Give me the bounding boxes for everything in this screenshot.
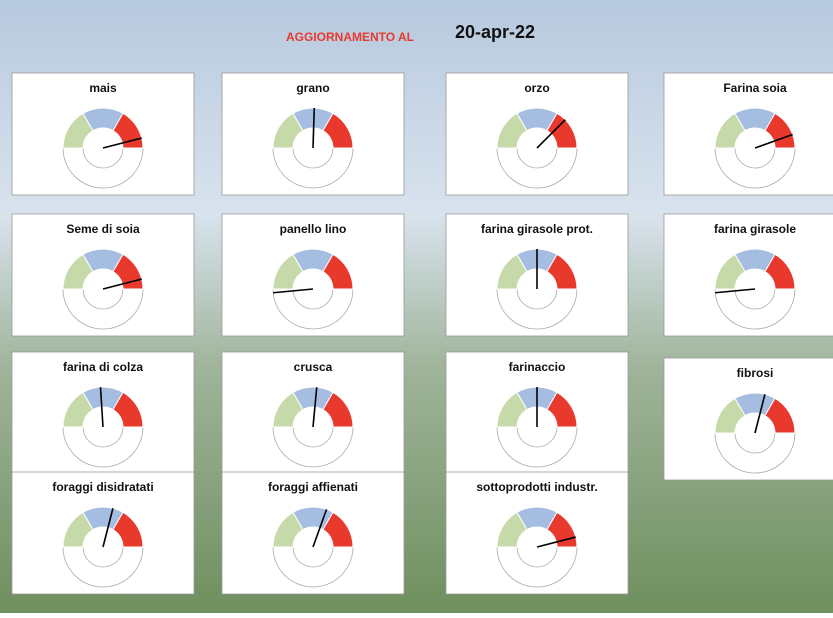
gauge-lower bbox=[496, 546, 578, 588]
gauge-needle bbox=[102, 278, 142, 290]
gauge-band bbox=[322, 391, 354, 428]
gauge-lower bbox=[714, 288, 796, 330]
gauge-title: panello lino bbox=[280, 222, 347, 236]
gauge-needle bbox=[536, 119, 566, 149]
gauge-lower bbox=[272, 288, 354, 330]
gauge-lower bbox=[62, 288, 144, 330]
gauge-title: farinaccio bbox=[509, 360, 566, 374]
gauge-needle bbox=[312, 509, 328, 548]
gauge-band bbox=[764, 397, 796, 434]
gauge-title: Seme di soia bbox=[66, 222, 140, 236]
gauge-lower bbox=[714, 432, 796, 474]
gauge-needle bbox=[102, 508, 114, 548]
gauge-lower bbox=[272, 147, 354, 189]
gauge-band bbox=[322, 511, 354, 548]
gauge-title: Farina soia bbox=[723, 81, 787, 95]
header-label: AGGIORNAMENTO AL bbox=[286, 30, 414, 44]
gauge-lower bbox=[272, 546, 354, 588]
gauge-card bbox=[663, 72, 833, 196]
gauge-title: sottoprodotti industr. bbox=[476, 480, 597, 494]
gauge-lower bbox=[496, 426, 578, 468]
gauge-title: farina girasole prot. bbox=[481, 222, 593, 236]
gauge-title: foraggi affienati bbox=[268, 480, 358, 494]
gauge-band bbox=[322, 112, 354, 149]
gauge-band bbox=[764, 112, 796, 149]
gauge-band bbox=[546, 253, 578, 290]
gauge-lower bbox=[496, 147, 578, 189]
gauge-title: farina girasole bbox=[714, 222, 796, 236]
gauge-band bbox=[546, 391, 578, 428]
gauge-needle bbox=[273, 288, 314, 294]
gauge-title: mais bbox=[89, 81, 117, 95]
gauge-lower bbox=[272, 426, 354, 468]
gauge-title: orzo bbox=[524, 81, 549, 95]
gauge-needle bbox=[754, 133, 793, 149]
gauge-title: crusca bbox=[294, 360, 333, 374]
gauge-needle bbox=[312, 387, 318, 428]
gauge-needle bbox=[99, 387, 104, 428]
gauge-title: fibrosi bbox=[737, 366, 774, 380]
gauge-band bbox=[112, 511, 144, 548]
gauge-needle bbox=[536, 536, 576, 548]
gauge-lower bbox=[62, 546, 144, 588]
gauge-lower bbox=[496, 288, 578, 330]
gauge-lower bbox=[714, 147, 796, 189]
gauge-band bbox=[112, 391, 144, 428]
gauge-lower bbox=[62, 147, 144, 189]
gauge-title: farina di colza bbox=[63, 360, 143, 374]
gauge-band bbox=[322, 253, 354, 290]
header-date: 20-apr-22 bbox=[455, 22, 535, 42]
gauge-title: grano bbox=[296, 81, 329, 95]
gauge-needle bbox=[102, 137, 142, 149]
gauge-needle bbox=[754, 394, 766, 434]
gauge-title: foraggi disidratati bbox=[52, 480, 153, 494]
gauge-band bbox=[764, 253, 796, 290]
gauge-lower bbox=[62, 426, 144, 468]
gauge-needle bbox=[312, 107, 316, 149]
gauge-needle bbox=[715, 288, 756, 294]
